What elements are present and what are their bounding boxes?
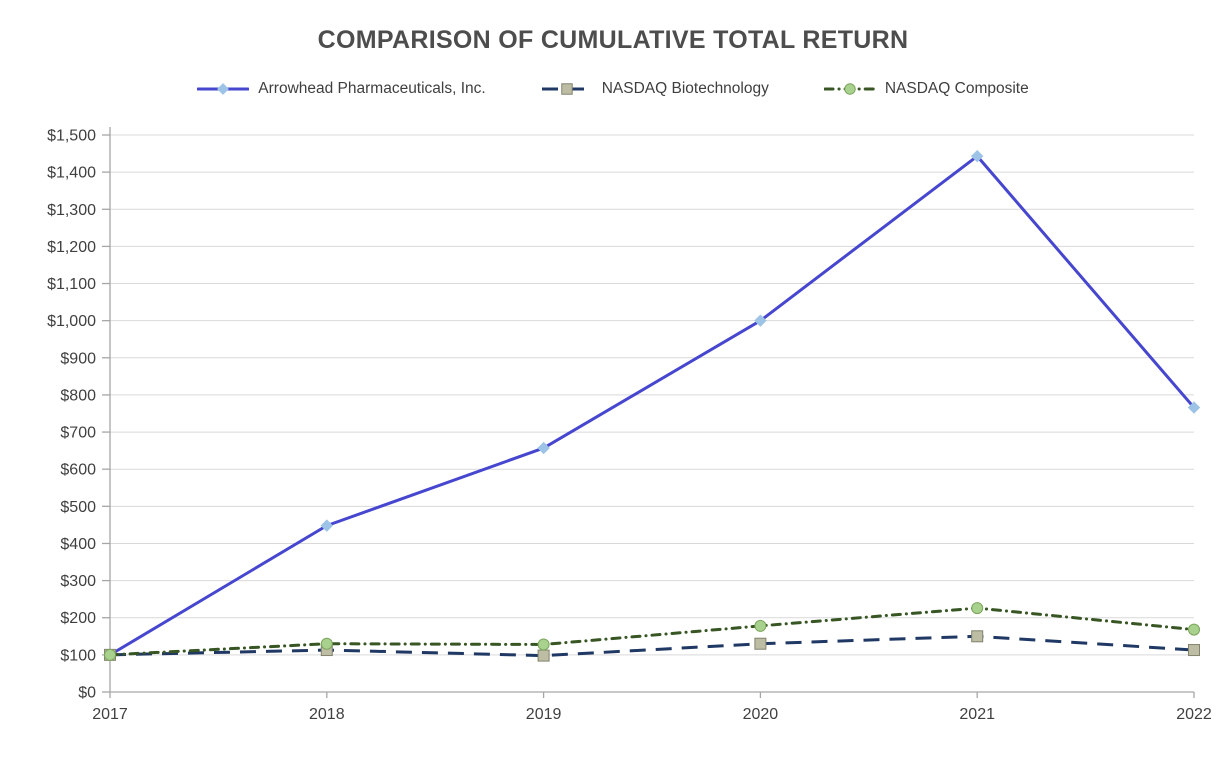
y-tick-label: $0 (78, 685, 96, 702)
legend-label: NASDAQ Biotechnology (601, 80, 769, 97)
x-tick-label: 2020 (743, 706, 779, 723)
diamond-marker (537, 441, 550, 455)
square-marker (1188, 644, 1200, 657)
x-tick-label: 2018 (309, 706, 345, 723)
y-tick-label: $300 (60, 573, 96, 590)
square-marker (754, 637, 767, 650)
y-tick-label: $200 (60, 610, 96, 627)
y-tick-label: $100 (60, 647, 96, 664)
chart-legend: Arrowhead Pharmaceuticals, Inc. NASDAQ Bi… (0, 80, 1226, 98)
circle-marker (537, 638, 550, 651)
x-tick-label: 2021 (959, 706, 995, 723)
circle-marker (104, 648, 116, 661)
legend-item: Arrowhead Pharmaceuticals, Inc. (197, 80, 486, 98)
legend-label: Arrowhead Pharmaceuticals, Inc. (258, 80, 486, 97)
y-tick-label: $1,300 (47, 202, 96, 219)
y-tick-label: $500 (60, 499, 96, 516)
x-tick-label: 2022 (1176, 706, 1212, 723)
square-marker (537, 649, 550, 662)
legend-item: NASDAQ Composite (823, 80, 1029, 98)
legend-circle-sample-icon (823, 83, 876, 95)
y-tick-label: $1,500 (47, 128, 96, 145)
y-tick-label: $1,400 (47, 165, 96, 182)
diamond-marker (320, 519, 334, 532)
diamond-marker (1187, 401, 1201, 414)
series-line (108, 606, 1196, 657)
y-tick-label: $1,000 (47, 313, 96, 330)
diamond-marker (217, 83, 230, 95)
y-tick-label: $800 (60, 387, 96, 404)
square-marker (971, 630, 984, 643)
y-tick-label: $400 (60, 536, 96, 553)
circle-marker (844, 83, 856, 95)
legend-diamond-sample-icon (197, 83, 250, 95)
y-tick-label: $900 (60, 350, 96, 367)
y-tick-label: $700 (60, 425, 96, 442)
y-tick-label: $1,200 (47, 239, 96, 256)
circle-marker (971, 602, 984, 615)
diamond-marker (754, 314, 767, 327)
circle-marker (1188, 623, 1200, 636)
x-tick-label: 2017 (92, 706, 128, 723)
series-line (108, 154, 1196, 657)
plot-area: $0 $100 $200 $300 $400 $500 $600 $700 $800 $900 $1… (47, 127, 1212, 723)
square-marker (560, 83, 573, 95)
legend-label: NASDAQ Composite (884, 80, 1029, 97)
circle-marker (754, 619, 767, 632)
legend-item: NASDAQ Biotechnology (541, 80, 769, 98)
y-tick-label: $1,100 (47, 276, 96, 293)
y-tick-label: $600 (60, 462, 96, 479)
legend-square-sample-icon (541, 83, 592, 95)
diamond-marker (970, 149, 984, 163)
x-tick-label: 2019 (526, 706, 562, 723)
chart-title: COMPARISON OF CUMULATIVE TOTAL RETURN (317, 26, 909, 54)
circle-marker (320, 637, 333, 650)
